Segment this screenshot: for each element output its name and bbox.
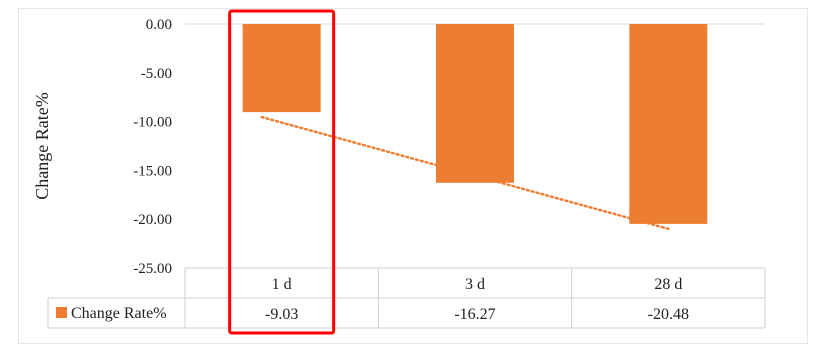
- chart-frame: [18, 8, 808, 344]
- legend-label: Change Rate%: [71, 305, 167, 322]
- bar-3d: [436, 24, 514, 183]
- bar-1d: [242, 24, 321, 113]
- legend-swatch: [56, 307, 67, 318]
- y-tick-label: -5.00: [141, 66, 172, 82]
- data-label: -9.03: [265, 306, 298, 323]
- y-tick-label: -25.00: [133, 261, 172, 277]
- trendline: [260, 115, 670, 231]
- data-label: -16.27: [454, 306, 495, 323]
- y-axis-label: Change Rate%: [32, 92, 52, 199]
- y-tick-label: -10.00: [133, 115, 172, 131]
- y-tick-label: 0.00: [146, 17, 172, 33]
- category-label: 1 d: [272, 276, 292, 293]
- data-label: -20.48: [648, 306, 689, 323]
- category-label: 28 d: [654, 276, 682, 293]
- category-label: 3 d: [465, 276, 485, 293]
- bar-28d: [629, 24, 708, 224]
- y-tick-label: -20.00: [133, 212, 172, 228]
- y-tick-label: -15.00: [133, 163, 172, 179]
- highlight-box: [228, 9, 336, 335]
